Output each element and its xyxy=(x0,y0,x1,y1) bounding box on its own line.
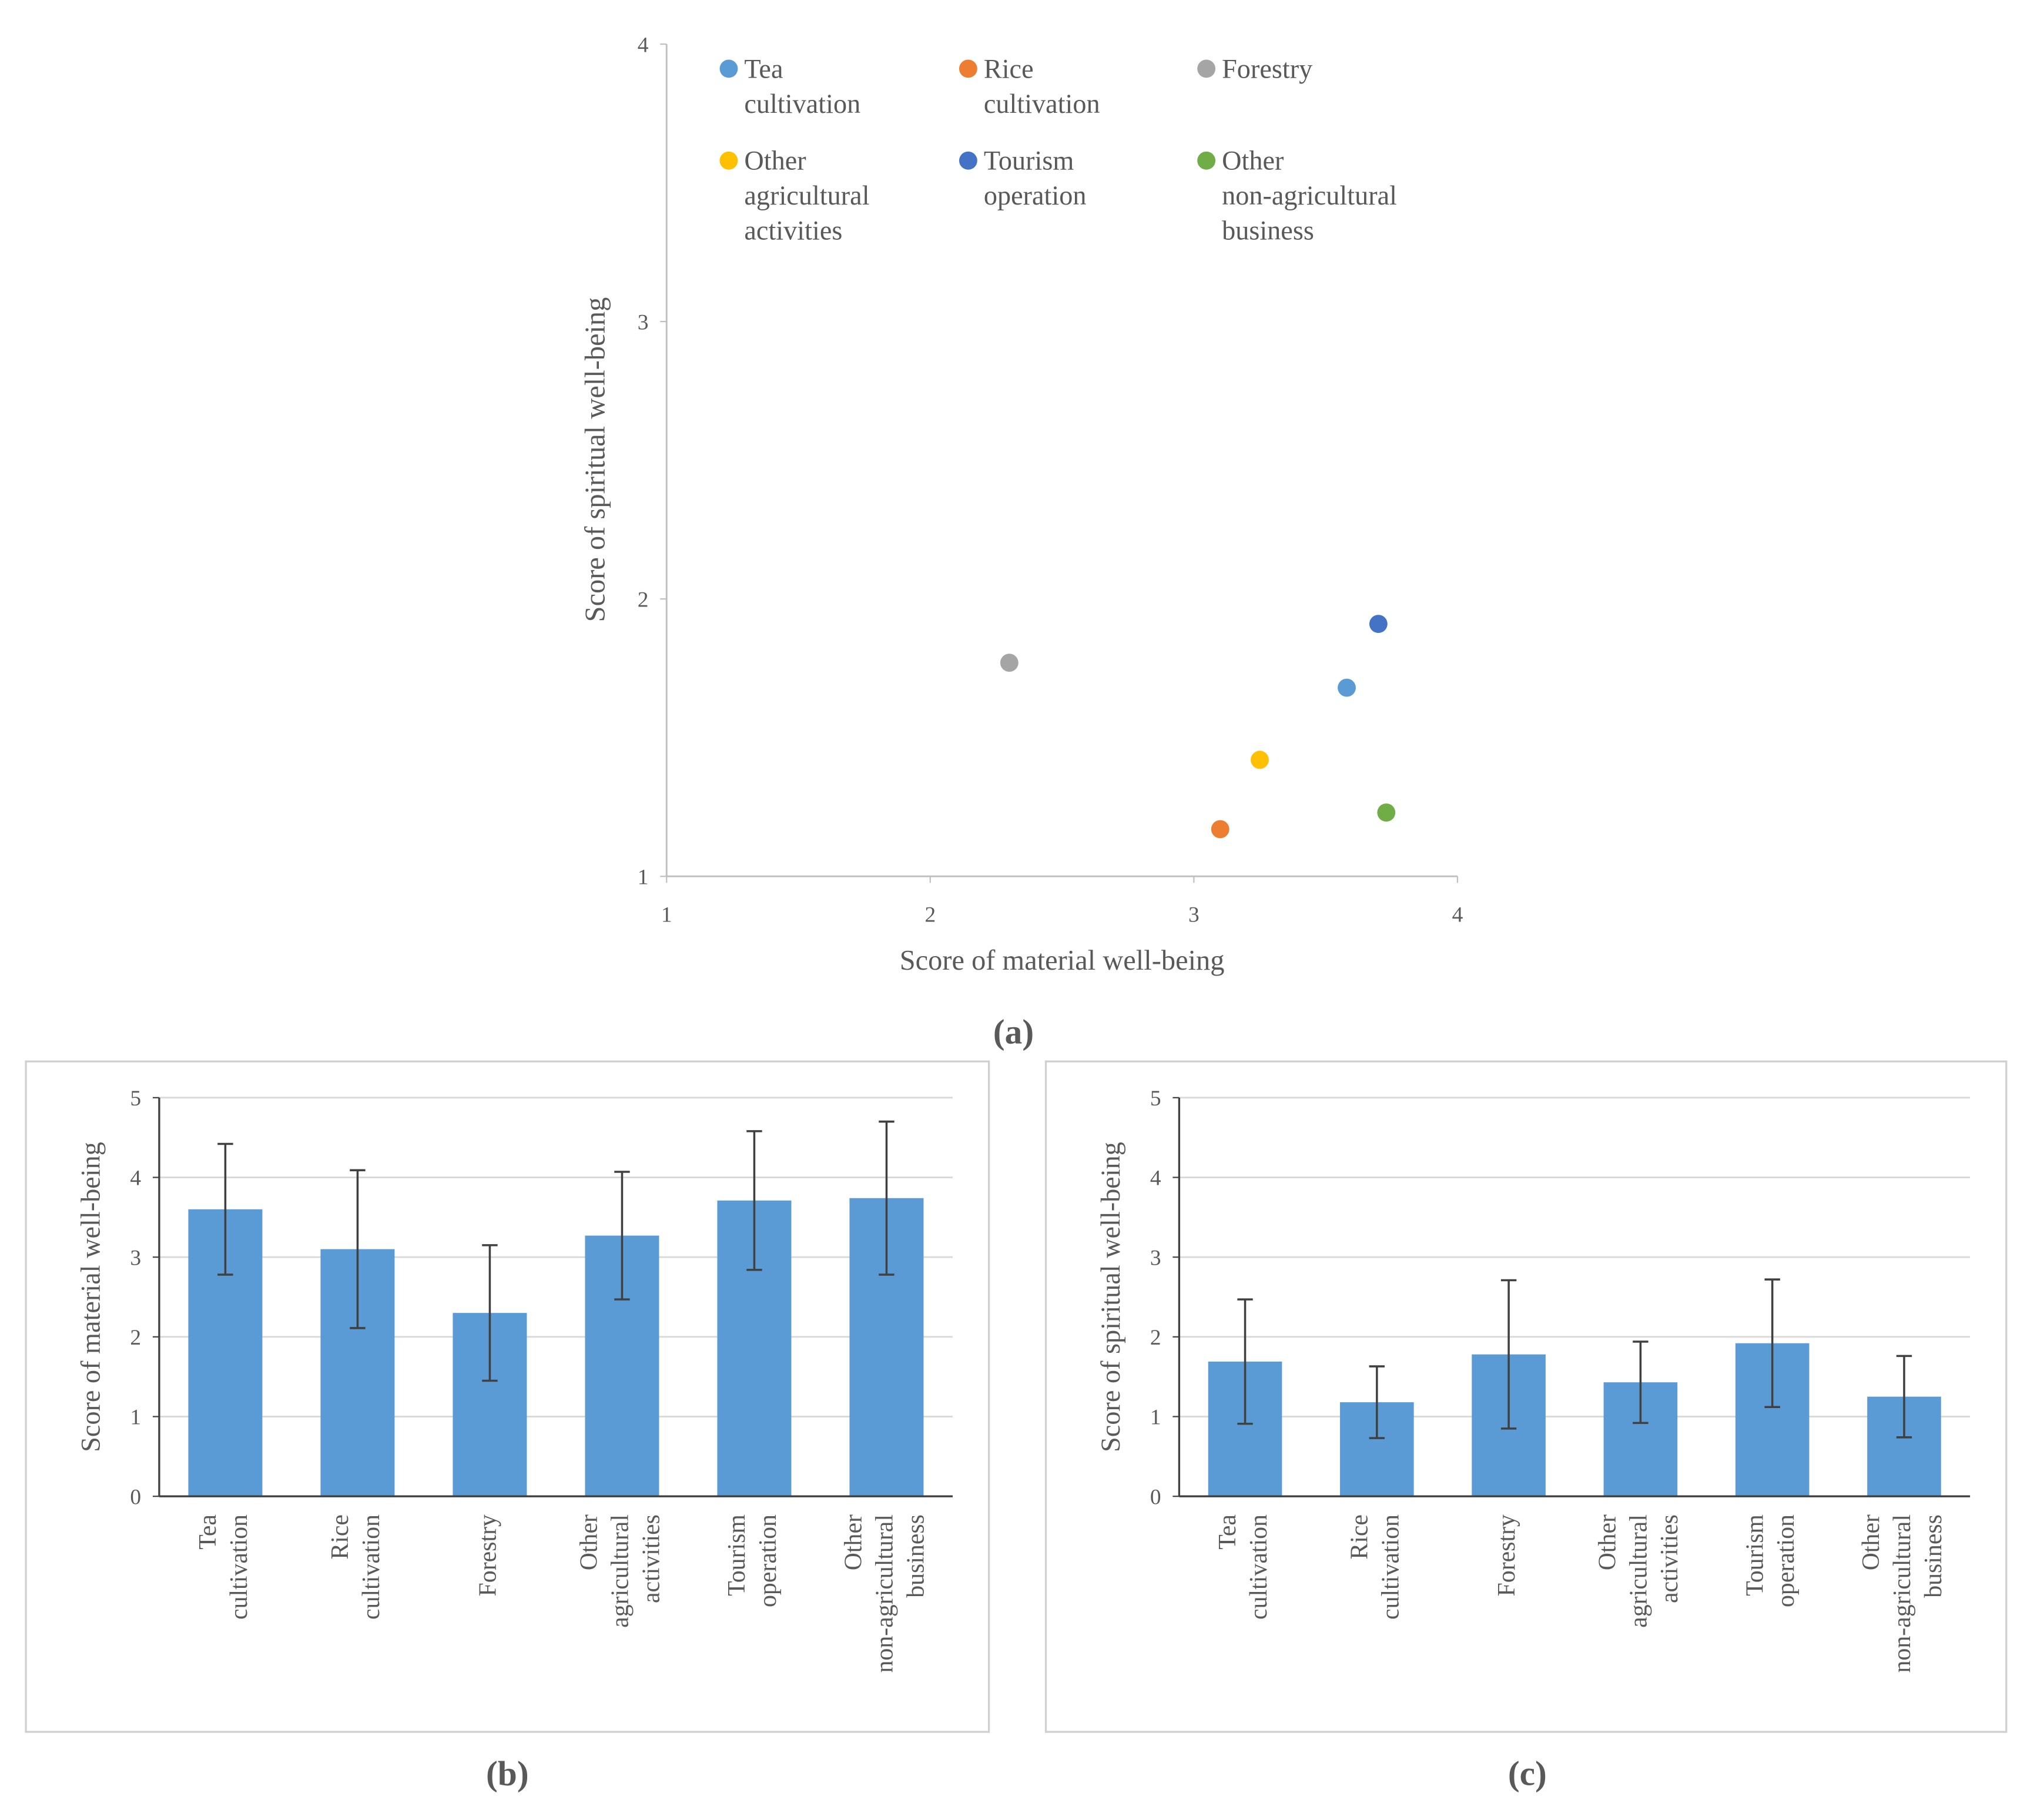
x-tick-label: Tourism operation xyxy=(723,1514,782,1607)
scatter-point xyxy=(1377,803,1396,822)
scatter-point xyxy=(1000,653,1018,672)
y-tick-label: 4 xyxy=(130,1167,141,1191)
y-tick-label: 5 xyxy=(1150,1087,1161,1111)
y-axis-label: Score of material well-being xyxy=(76,1142,106,1452)
error-bar xyxy=(1500,1279,1517,1430)
legend-marker xyxy=(1197,151,1216,170)
error-bar xyxy=(1237,1298,1253,1425)
y-tick-label: 5 xyxy=(130,1087,141,1111)
x-tick-label: Rice cultivation xyxy=(1346,1514,1404,1620)
error-bar xyxy=(879,1120,894,1276)
x-tick-label: 3 xyxy=(1188,903,1200,927)
x-axis-label: Score of material well-being xyxy=(900,945,1225,976)
legend-marker xyxy=(959,151,977,170)
y-tick-label: 2 xyxy=(638,588,649,612)
legend-marker xyxy=(959,59,977,78)
legend-label: Tourism operation xyxy=(984,146,1087,211)
y-tick-label: 3 xyxy=(638,310,649,334)
legend-label: Other non-agricultural business xyxy=(1222,146,1397,246)
x-tick-label: Forestry xyxy=(1493,1514,1520,1596)
caption: (a) xyxy=(993,1012,1034,1051)
scatter-point xyxy=(1338,678,1356,697)
caption: (c) xyxy=(1508,1754,1547,1792)
x-tick-label: 4 xyxy=(1452,903,1463,927)
y-tick-label: 4 xyxy=(1150,1167,1161,1191)
scatter-point xyxy=(1211,820,1229,839)
y-tick-label: 1 xyxy=(638,865,649,889)
legend-label: Forestry xyxy=(1222,54,1312,84)
legend-label: Tea cultivation xyxy=(744,54,860,119)
legend-marker xyxy=(1197,59,1216,78)
error-bar xyxy=(217,1142,233,1276)
x-tick-label: Other non-agricultural business xyxy=(840,1514,929,1673)
legend-label: Rice cultivation xyxy=(984,54,1100,119)
error-bar xyxy=(350,1169,366,1329)
x-tick-label: 2 xyxy=(924,903,936,927)
y-tick-label: 2 xyxy=(1150,1326,1161,1350)
y-axis-label: Score of spiritual well-being xyxy=(1096,1142,1126,1452)
x-tick-label: Rice cultivation xyxy=(327,1514,385,1620)
legend-marker xyxy=(719,59,738,78)
x-tick-label: Tea cultivation xyxy=(1214,1514,1272,1620)
y-tick-label: 1 xyxy=(130,1406,141,1430)
legend-label: Other agricultural activities xyxy=(744,146,869,246)
caption: (b) xyxy=(486,1754,529,1792)
x-tick-label: Other agricultural activities xyxy=(1594,1514,1683,1628)
x-tick-label: Tourism operation xyxy=(1741,1514,1800,1607)
y-tick-label: 1 xyxy=(1150,1406,1161,1430)
y-tick-label: 0 xyxy=(130,1485,141,1509)
legend-marker xyxy=(719,151,738,170)
error-bar xyxy=(1764,1278,1780,1409)
error-bar xyxy=(482,1244,498,1382)
error-bar xyxy=(1896,1355,1912,1439)
panel-frame xyxy=(25,1060,990,1733)
y-tick-label: 3 xyxy=(130,1246,141,1270)
y-tick-label: 0 xyxy=(1150,1485,1161,1509)
panel-frame xyxy=(1044,1060,2008,1733)
x-tick-label: Other agricultural activities xyxy=(575,1514,665,1628)
error-bar xyxy=(1369,1365,1385,1439)
scatter-point xyxy=(1369,615,1388,634)
x-tick-label: 1 xyxy=(661,903,672,927)
y-tick-label: 3 xyxy=(1150,1246,1161,1270)
y-tick-label: 2 xyxy=(130,1326,141,1350)
x-tick-label: Tea cultivation xyxy=(195,1514,253,1620)
x-tick-label: Forestry xyxy=(474,1514,501,1596)
x-tick-label: Other non-agricultural business xyxy=(1858,1514,1947,1673)
y-tick-label: 4 xyxy=(638,33,649,57)
error-bar xyxy=(1633,1340,1649,1425)
error-bar xyxy=(746,1130,762,1271)
y-axis-label: Score of spiritual well-being xyxy=(580,297,611,622)
scatter-point xyxy=(1251,750,1269,769)
error-bar xyxy=(614,1171,630,1301)
